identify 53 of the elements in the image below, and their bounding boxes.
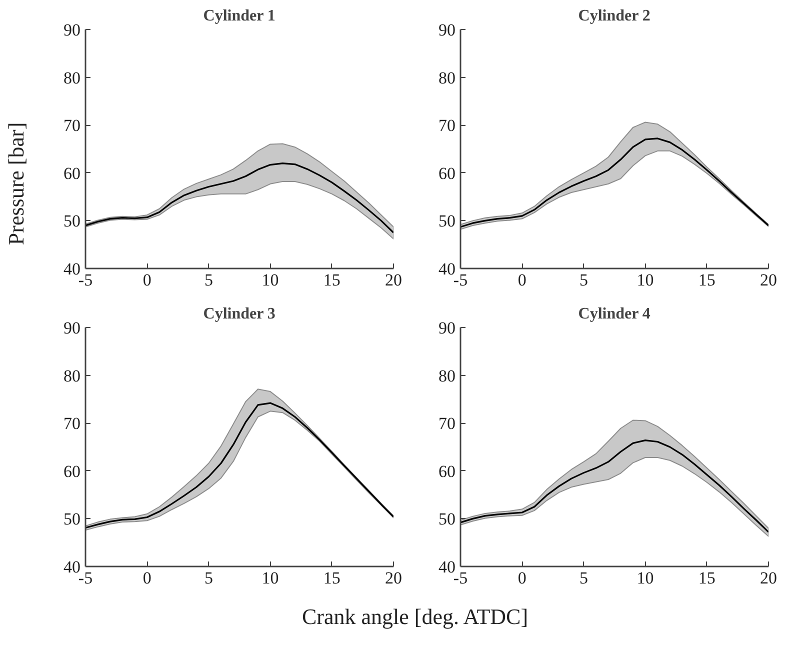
x-tick-label: 20: [760, 568, 777, 588]
x-tick-label: 10: [636, 568, 654, 588]
x-tick-label: 0: [142, 270, 152, 290]
x-tick-label: 20: [385, 270, 402, 290]
y-tick-label: 40: [64, 260, 80, 278]
y-tick-label: 70: [64, 414, 80, 434]
y-tick-label: 80: [64, 366, 80, 386]
y-axis-title: Pressure [bar]: [2, 122, 30, 246]
x-tick-label: 5: [204, 270, 213, 290]
y-tick-label: 60: [438, 462, 456, 481]
y-tick-label: 90: [64, 20, 80, 40]
chart-title: Cylinder 4: [578, 306, 650, 322]
y-tick-label: 50: [438, 212, 456, 231]
y-tick-label: 50: [438, 510, 456, 529]
chart-title: Cylinder 1: [203, 8, 276, 24]
y-tick-label: 70: [438, 414, 456, 434]
x-tick-label: 20: [385, 568, 402, 588]
line-series: [460, 138, 768, 228]
y-tick-label: 80: [64, 68, 80, 88]
y-tick-label: 90: [438, 20, 456, 40]
line-series: [86, 162, 394, 234]
y-tick-label: 60: [64, 164, 80, 183]
y-tick-label: 80: [438, 366, 456, 386]
x-tick-label: 10: [262, 270, 279, 290]
y-tick-label: 40: [64, 558, 80, 576]
y-tick-label: 40: [438, 558, 456, 576]
x-tick-label: 15: [698, 568, 716, 588]
line-series: [460, 440, 768, 533]
x-tick-label: 10: [636, 270, 654, 290]
y-tick-label: 60: [438, 164, 456, 183]
x-tick-label: 0: [518, 270, 526, 290]
x-tick-label: 15: [698, 270, 716, 290]
y-tick-label: 90: [438, 318, 456, 338]
x-tick-label: 10: [262, 568, 279, 588]
x-tick-label: 0: [518, 568, 526, 588]
y-tick-label: 50: [64, 510, 80, 529]
chart-title: Cylinder 3: [203, 306, 276, 322]
y-tick-label: 70: [438, 116, 456, 136]
x-tick-label: 15: [323, 270, 340, 290]
x-tick-label: 15: [323, 568, 340, 588]
chart-title: Cylinder 2: [578, 8, 650, 24]
y-tick-label: 60: [64, 462, 80, 481]
x-tick-label: 0: [142, 568, 152, 588]
y-tick-label: 90: [64, 318, 80, 338]
x-tick-label: 5: [204, 568, 213, 588]
x-tick-label: 20: [760, 270, 777, 290]
x-tick-label: 5: [579, 270, 588, 290]
y-tick-label: 50: [64, 212, 80, 231]
y-tick-label: 40: [438, 260, 456, 278]
x-tick-label: 5: [579, 568, 588, 588]
x-axis-title: Crank angle [deg. ATDC]: [302, 603, 528, 631]
y-tick-label: 80: [438, 68, 456, 88]
y-tick-label: 70: [64, 116, 80, 136]
